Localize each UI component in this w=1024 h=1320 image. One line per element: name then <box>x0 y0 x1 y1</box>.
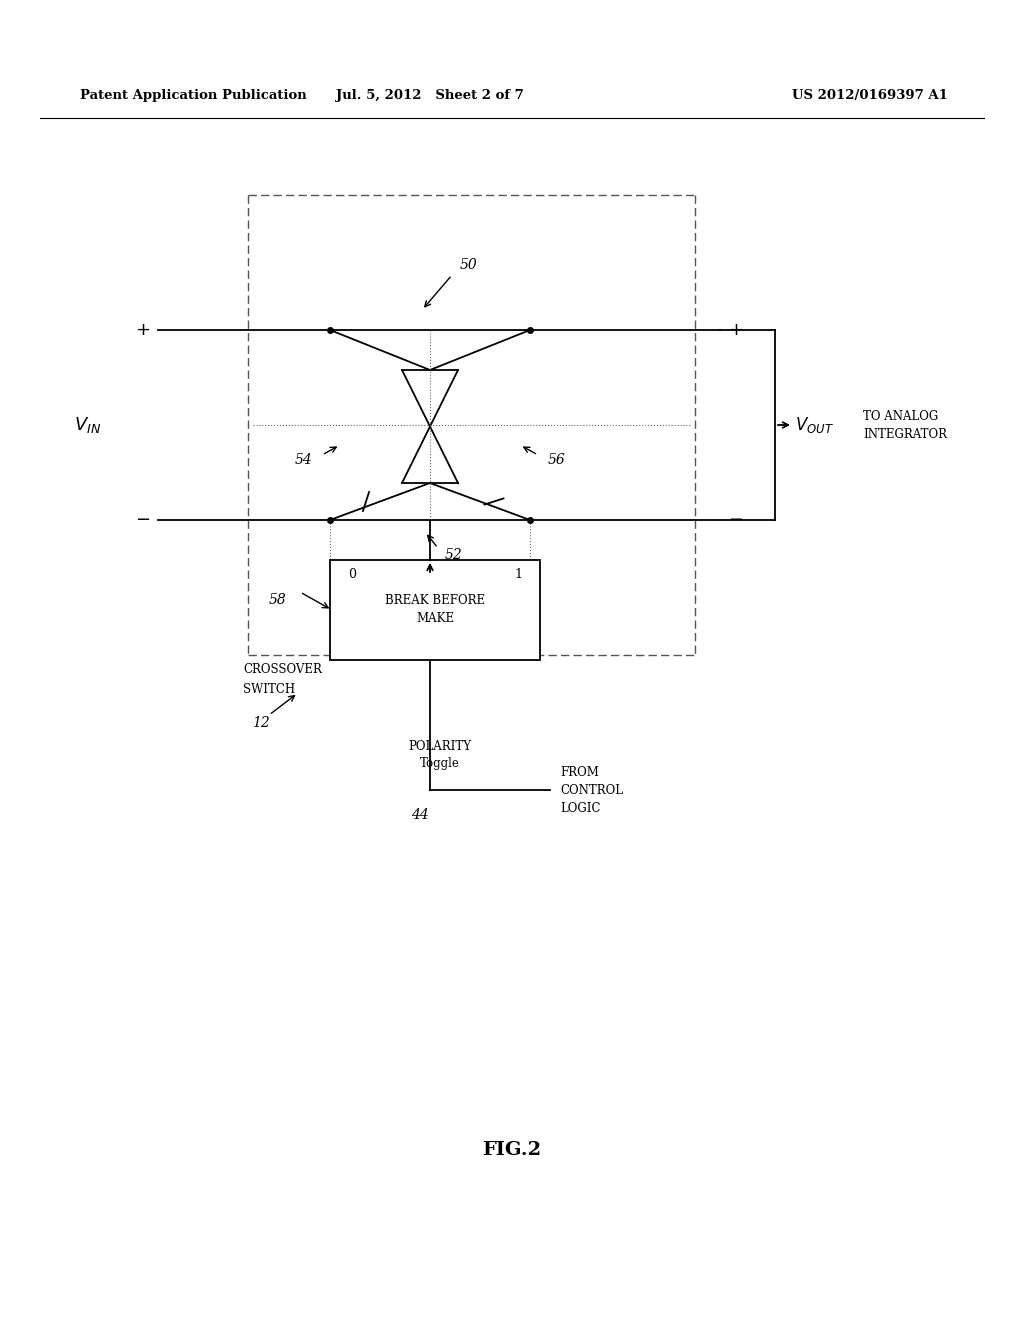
Bar <box>330 560 540 660</box>
Text: 54: 54 <box>294 453 312 467</box>
Text: $V_{IN}$: $V_{IN}$ <box>75 414 101 436</box>
Text: FIG.2: FIG.2 <box>482 1140 542 1159</box>
Text: TO ANALOG
INTEGRATOR: TO ANALOG INTEGRATOR <box>863 409 947 441</box>
Text: FROM
CONTROL
LOGIC: FROM CONTROL LOGIC <box>560 766 623 814</box>
Text: Jul. 5, 2012   Sheet 2 of 7: Jul. 5, 2012 Sheet 2 of 7 <box>336 88 524 102</box>
Text: 1: 1 <box>514 568 522 581</box>
Text: 44: 44 <box>411 808 429 822</box>
Text: CROSSOVER: CROSSOVER <box>243 663 322 676</box>
Text: Patent Application Publication: Patent Application Publication <box>80 88 307 102</box>
Text: $V_{OUT}$: $V_{OUT}$ <box>795 414 834 436</box>
Text: BREAK BEFORE
MAKE: BREAK BEFORE MAKE <box>385 594 485 626</box>
Text: POLARITY
Toggle: POLARITY Toggle <box>409 739 472 771</box>
Text: −: − <box>135 511 150 529</box>
Text: 56: 56 <box>548 453 565 467</box>
Text: 58: 58 <box>269 593 287 607</box>
Text: SWITCH: SWITCH <box>243 682 295 696</box>
Text: US 2012/0169397 A1: US 2012/0169397 A1 <box>792 88 948 102</box>
Text: 0: 0 <box>348 568 356 581</box>
Text: −: − <box>728 511 743 529</box>
Text: +: + <box>135 321 150 339</box>
Text: +: + <box>728 321 743 339</box>
Text: 12: 12 <box>252 715 270 730</box>
Text: 50: 50 <box>460 257 478 272</box>
Text: 52: 52 <box>445 548 463 562</box>
